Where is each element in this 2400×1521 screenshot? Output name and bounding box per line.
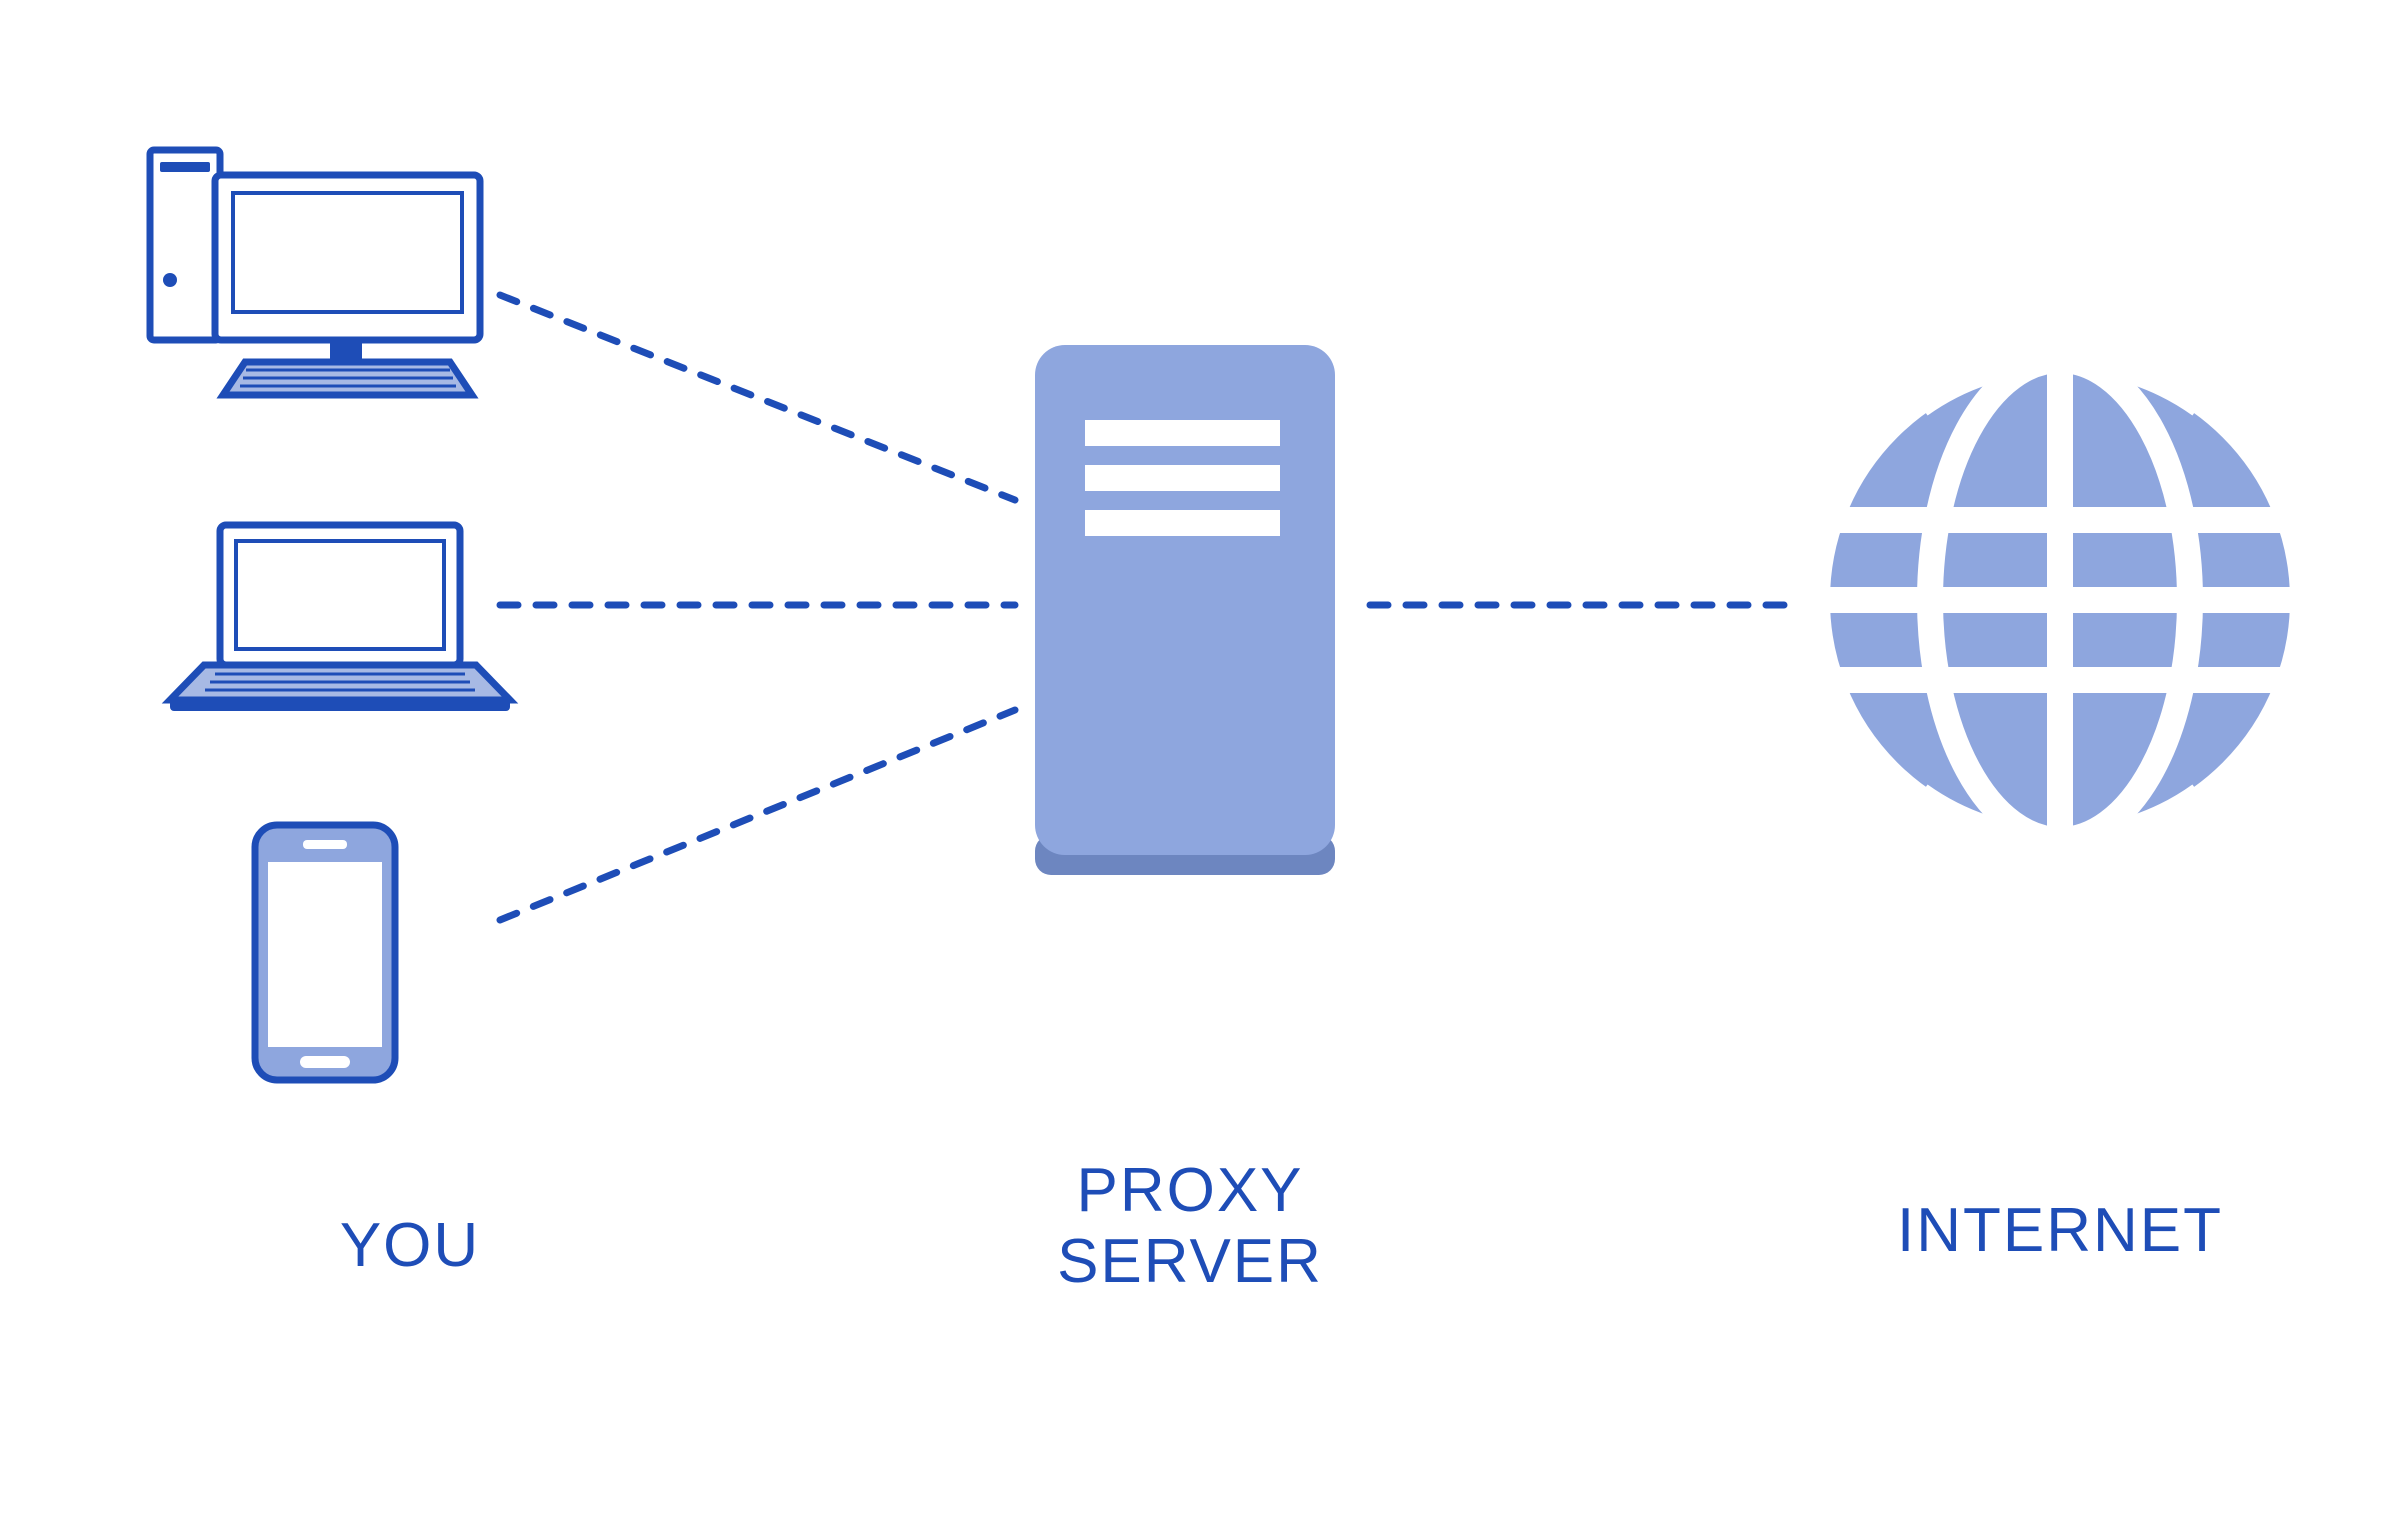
edge-desktop-server [500, 295, 1015, 500]
globe-icon [1820, 360, 2300, 840]
laptop-screen [236, 541, 444, 649]
desktop-tower [150, 150, 220, 340]
laptop-front [170, 697, 510, 711]
edge-phone-server [500, 710, 1015, 920]
phone-home [300, 1056, 350, 1068]
phone-icon [255, 825, 395, 1080]
server-icon [1035, 345, 1335, 875]
server-slot-2 [1085, 465, 1280, 491]
laptop-icon [170, 525, 510, 711]
desktop-screen [233, 193, 462, 312]
label-internet: INTERNET [1800, 1195, 2320, 1266]
label-you: YOU [250, 1210, 570, 1281]
desktop-icon [150, 150, 480, 395]
server-slot-3 [1085, 510, 1280, 536]
tower-button [163, 273, 177, 287]
globe-grid [1820, 360, 2300, 840]
phone-screen [268, 862, 382, 1047]
tower-slot [160, 162, 210, 172]
phone-speaker [303, 840, 347, 849]
label-proxy: PROXY SERVER [1010, 1155, 1370, 1298]
diagram-stage: YOU PROXY SERVER INTERNET [0, 0, 2400, 1521]
server-slot-1 [1085, 420, 1280, 446]
